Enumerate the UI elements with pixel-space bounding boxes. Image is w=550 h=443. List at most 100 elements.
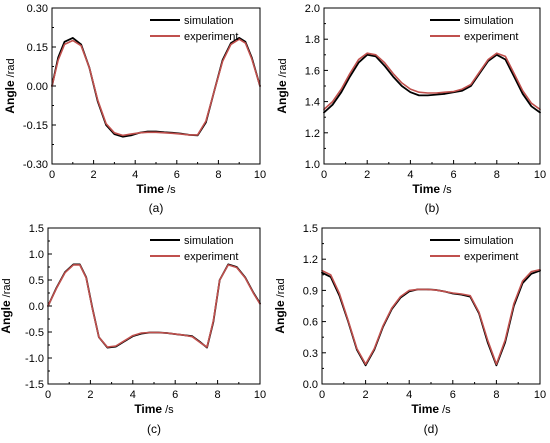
x-tick-label: 6 (450, 389, 456, 401)
x-tick-label: 0 (321, 169, 327, 181)
y-tick-label: 0.15 (27, 42, 48, 54)
y-axis-label: Angle (275, 80, 289, 114)
legend-label-experiment: experiment (464, 251, 518, 263)
x-tick-label: 10 (254, 389, 266, 401)
y-tick-label: 0.9 (303, 285, 318, 297)
y-tick-label: -0.5 (25, 327, 44, 339)
chart-panel-4: 0 2 4 6 8 10 0.0 0.3 0.6 0.9 1.2 1.5 simulation exper… (273, 223, 546, 436)
x-tick-label: 0 (45, 389, 51, 401)
y-axis-title: Angle/rad (273, 278, 287, 333)
chart-panel-1: 0 2 4 6 8 10 -0.30 -0.15 0.00 0.15 0.30 simulation e… (3, 3, 266, 215)
legend-label-simulation: simulation (184, 15, 234, 27)
y-tick-label: 1.2 (303, 254, 318, 266)
y-axis-title: Angle/rad (0, 278, 13, 333)
x-tick-label: 8 (493, 389, 499, 401)
y-tick-label: 1.5 (303, 223, 318, 235)
y-tick-label: 1.0 (305, 159, 320, 171)
y-tick-label: -1.0 (25, 353, 44, 365)
x-axis-label: Time (136, 182, 164, 196)
x-axis-unit: /s (442, 404, 451, 416)
x-tick-label: 8 (215, 169, 221, 181)
legend-label-experiment: experiment (184, 31, 238, 43)
y-tick-label: 1.2 (305, 128, 320, 140)
y-tick-label: 0.6 (303, 317, 318, 329)
x-tick-label: 10 (534, 169, 546, 181)
series-line-experiment (323, 52, 541, 111)
panel-label: (c) (147, 422, 161, 436)
y-tick-label: 1.6 (305, 65, 320, 77)
y-axis-title: Angle/rad (275, 58, 289, 113)
x-tick-label: 2 (364, 169, 370, 181)
x-axis-unit: /s (167, 184, 176, 196)
x-tick-label: 4 (130, 389, 136, 401)
x-tick-label: 8 (215, 389, 221, 401)
y-axis-label: Angle (273, 300, 287, 334)
x-axis-label: Time (411, 402, 439, 416)
x-tick-label: 10 (534, 389, 546, 401)
y-tick-label: 0.0 (303, 379, 318, 391)
series-line-experiment (321, 268, 541, 366)
plot-frame (321, 227, 541, 385)
y-tick-label: 2.0 (305, 3, 320, 15)
legend-label-experiment: experiment (464, 31, 518, 43)
y-tick-label: 0.5 (29, 275, 44, 287)
y-tick-label: -0.30 (23, 159, 48, 171)
series-line-experiment (51, 38, 261, 137)
x-axis-title: Time/s (411, 402, 451, 416)
panel-label: (b) (425, 201, 440, 215)
x-tick-label: 4 (406, 389, 412, 401)
x-tick-label: 0 (319, 389, 325, 401)
y-tick-label: 1.0 (29, 249, 44, 261)
x-axis-label: Time (134, 402, 162, 416)
series-line-experiment (47, 264, 261, 348)
series-line-simulation (321, 269, 541, 367)
y-axis-label: Angle (3, 80, 17, 114)
x-tick-label: 2 (363, 389, 369, 401)
panel-label: (d) (424, 422, 439, 436)
y-axis-unit: /rad (277, 58, 289, 77)
series-line-simulation (47, 263, 261, 349)
y-axis-unit: /rad (5, 58, 17, 77)
y-axis-unit: /rad (275, 278, 287, 297)
legend-label-simulation: simulation (464, 235, 514, 247)
chart-panel-3: 0 2 4 6 8 10 -1.5 -1.0 -0.5 0.0 0.5 1.0 1.5 simulatio… (0, 223, 266, 436)
x-tick-label: 4 (132, 169, 138, 181)
x-axis-unit: /s (443, 184, 452, 196)
plot-frame (47, 227, 261, 385)
y-tick-label: -1.5 (25, 379, 44, 391)
y-tick-label: -0.15 (23, 120, 48, 132)
y-tick-label: 1.8 (305, 34, 320, 46)
x-axis-title: Time/s (136, 182, 176, 196)
x-tick-label: 10 (254, 169, 266, 181)
x-tick-label: 6 (172, 389, 178, 401)
y-tick-label: 1.5 (29, 223, 44, 235)
x-tick-label: 2 (87, 389, 93, 401)
x-tick-label: 0 (49, 169, 55, 181)
panel-label: (a) (149, 201, 164, 215)
legend-label-simulation: simulation (184, 235, 234, 247)
plot-frame (323, 7, 541, 165)
x-tick-label: 2 (91, 169, 97, 181)
x-tick-label: 8 (494, 169, 500, 181)
x-tick-label: 4 (407, 169, 413, 181)
y-tick-label: 1.4 (305, 97, 320, 109)
x-tick-label: 6 (174, 169, 180, 181)
y-axis-label: Angle (0, 300, 13, 334)
chart-panel-2: 0 2 4 6 8 10 1.0 1.2 1.4 1.6 1.8 2.0 simulation exper… (275, 3, 546, 215)
y-axis-title: Angle/rad (3, 58, 17, 113)
y-tick-label: 0.30 (27, 3, 48, 15)
x-axis-unit: /s (165, 404, 174, 416)
y-axis-unit: /rad (1, 278, 13, 297)
y-tick-label: 0.0 (29, 301, 44, 313)
legend-label-experiment: experiment (184, 251, 238, 263)
y-tick-label: 0.00 (27, 81, 48, 93)
x-axis-title: Time/s (134, 402, 174, 416)
x-axis-title: Time/s (412, 182, 452, 196)
x-axis-label: Time (412, 182, 440, 196)
legend-label-simulation: simulation (464, 15, 514, 27)
plot-frame (51, 7, 261, 165)
series-line-simulation (323, 53, 541, 114)
y-tick-label: 0.3 (303, 348, 318, 360)
x-tick-label: 6 (451, 169, 457, 181)
